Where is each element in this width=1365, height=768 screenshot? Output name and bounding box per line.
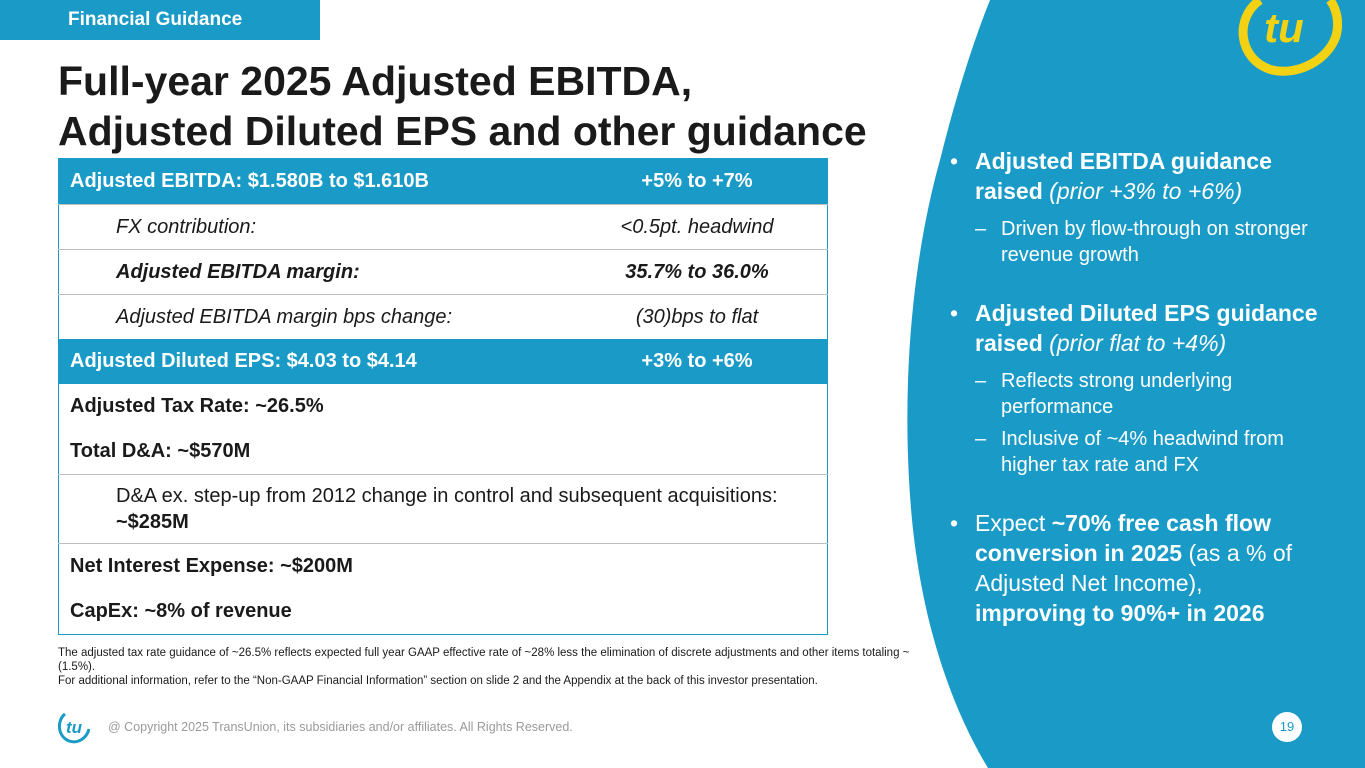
margin-bps-label: Adjusted EBITDA margin bps change: bbox=[58, 294, 567, 339]
sub-bullet-headwind: – Inclusive of ~4% headwind from higher t… bbox=[975, 428, 1284, 476]
table-row-fx: FX contribution: <0.5pt. headwind bbox=[58, 204, 828, 250]
svg-text:tu: tu bbox=[1264, 4, 1304, 51]
footnote: The adjusted tax rate guidance of ~26.5%… bbox=[58, 646, 918, 688]
bullet-eps: • Adjusted Diluted EPS guidance raised (… bbox=[950, 300, 1318, 356]
eps-label: Adjusted Diluted EPS: $4.03 to $4.14 bbox=[58, 339, 567, 384]
fx-value: <0.5pt. headwind bbox=[567, 204, 828, 250]
page-title-line-2: Adjusted Diluted EPS and other guidance bbox=[58, 108, 867, 154]
transunion-footer-logo-icon: tu bbox=[58, 712, 90, 744]
eps-value: +3% to +6% bbox=[567, 339, 828, 384]
bullet-eps-italic: (prior flat to +4%) bbox=[1049, 330, 1227, 356]
sub-bullet-flow-through: – Driven by flow-through on stronger reve… bbox=[975, 218, 1308, 266]
key-points-list: • Adjusted EBITDA guidance raised (prior… bbox=[950, 146, 1320, 644]
sub-bullet-performance: – Reflects strong underlying performance bbox=[975, 370, 1233, 418]
total-da-text: Total D&A: ~$570M bbox=[70, 440, 251, 462]
guidance-table: Adjusted EBITDA: $1.580B to $1.610B +5% … bbox=[58, 158, 828, 635]
table-row-da-ex: D&A ex. step-up from 2012 change in cont… bbox=[58, 474, 828, 544]
copyright-text: @ Copyright 2025 TransUnion, its subsidi… bbox=[108, 720, 573, 734]
da-ex-text: D&A ex. step-up from 2012 change in cont… bbox=[116, 485, 778, 507]
bullet-eps-bold: Adjusted Diluted EPS guidance raised bbox=[975, 300, 1318, 356]
ebitda-value: +5% to +7% bbox=[567, 158, 828, 205]
fx-label: FX contribution: bbox=[58, 204, 567, 250]
table-row-margin-bps: Adjusted EBITDA margin bps change: (30)b… bbox=[58, 294, 828, 339]
bullet-ebitda-bold: Adjusted EBITDA guidance raised bbox=[975, 148, 1272, 204]
transunion-logo-icon: tu bbox=[1238, 0, 1342, 76]
footnote-line-2: For additional information, refer to the… bbox=[58, 675, 818, 687]
net-interest-text: Net Interest Expense: ~$200M bbox=[70, 555, 353, 577]
page-number: 19 bbox=[1272, 712, 1302, 742]
section-tag: Financial Guidance bbox=[0, 0, 320, 40]
margin-label: Adjusted EBITDA margin: bbox=[58, 249, 567, 295]
table-row-interest-capex: Net Interest Expense: ~$200M CapEx: ~8% … bbox=[59, 544, 828, 635]
margin-bps-value: (30)bps to flat bbox=[567, 294, 828, 339]
svg-text:tu: tu bbox=[66, 718, 83, 737]
page-title: Full-year 2025 Adjusted EBITDA, Adjusted… bbox=[58, 56, 867, 156]
table-row-margin: Adjusted EBITDA margin: 35.7% to 36.0% bbox=[58, 249, 828, 295]
tax-rate-text: Adjusted Tax Rate: ~26.5% bbox=[70, 395, 324, 417]
bullet-ebitda-italic: (prior +3% to +6%) bbox=[1049, 178, 1243, 204]
margin-value: 35.7% to 36.0% bbox=[567, 249, 828, 295]
bullet-fcf: • Expect ~70% free cash flow conversion … bbox=[950, 510, 1293, 626]
da-ex-value: ~$285M bbox=[116, 511, 189, 533]
page-title-line-1: Full-year 2025 Adjusted EBITDA, bbox=[58, 58, 693, 104]
footnote-line-1: The adjusted tax rate guidance of ~26.5%… bbox=[58, 647, 910, 673]
bullet-ebitda: • Adjusted EBITDA guidance raised (prior… bbox=[950, 148, 1272, 204]
table-row-eps: Adjusted Diluted EPS: $4.03 to $4.14 +3%… bbox=[58, 339, 828, 384]
bullet-fcf-bold-2: improving to 90%+ in 2026 bbox=[975, 600, 1265, 626]
capex-text: CapEx: ~8% of revenue bbox=[70, 600, 292, 622]
bullet-fcf-bold-1: ~70% free cash flow conversion in 2025 bbox=[975, 510, 1271, 566]
ebitda-label: Adjusted EBITDA: $1.580B to $1.610B bbox=[58, 158, 567, 205]
table-row-tax-da: Adjusted Tax Rate: ~26.5% Total D&A: ~$5… bbox=[59, 384, 828, 475]
table-row-ebitda: Adjusted EBITDA: $1.580B to $1.610B +5% … bbox=[58, 158, 828, 205]
